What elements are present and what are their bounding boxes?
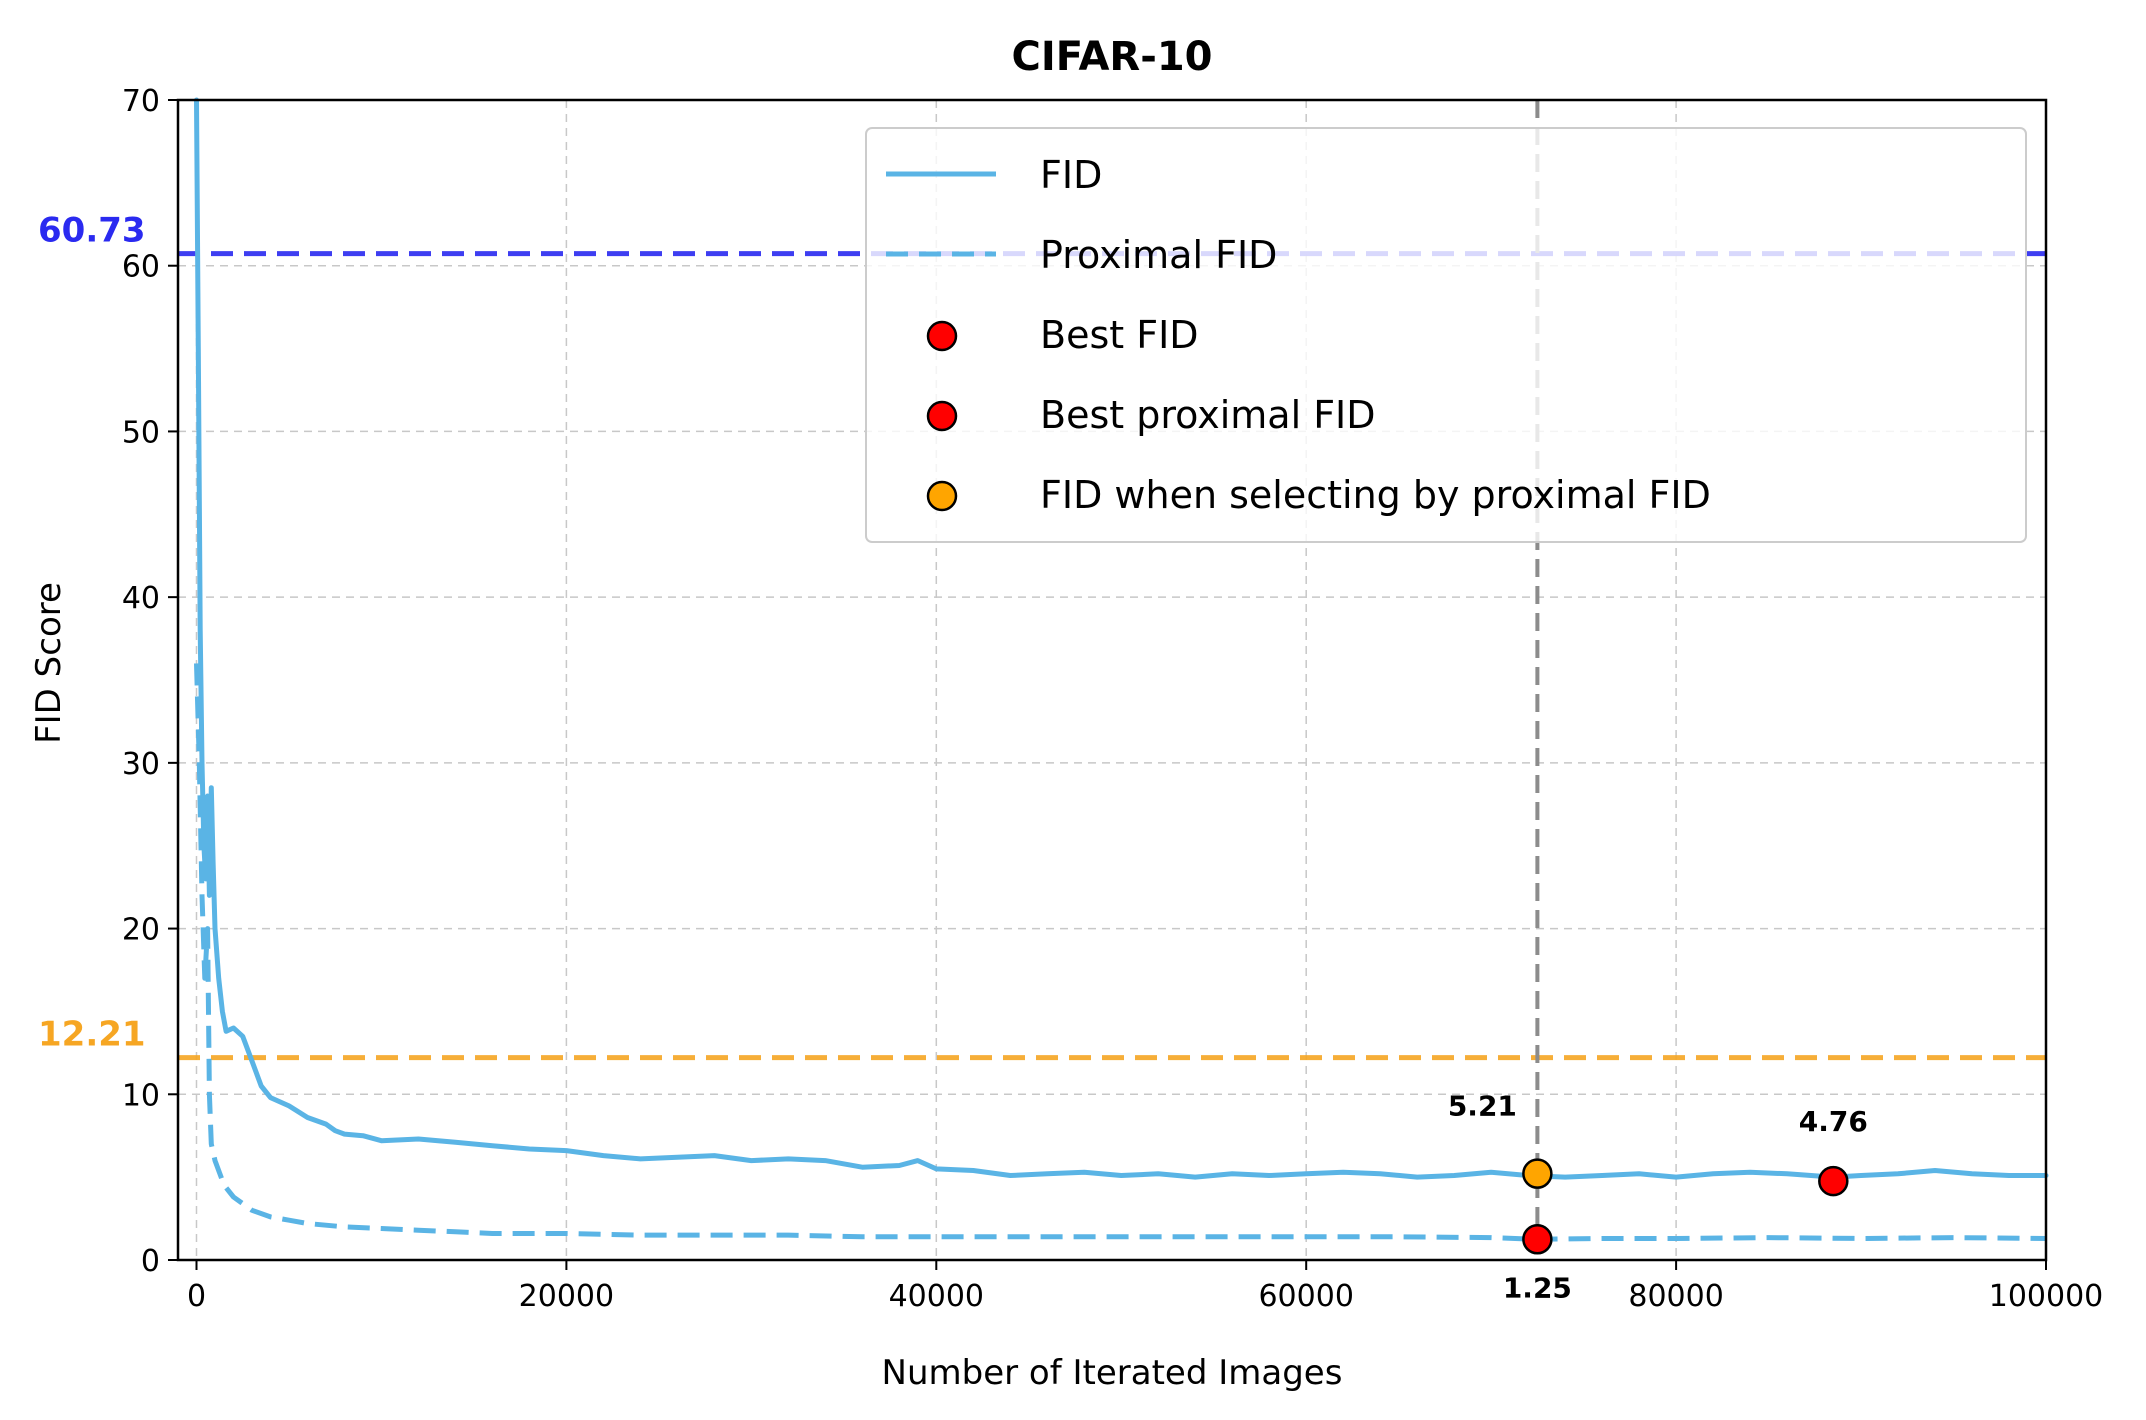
marker-label: 4.76 [1799,1105,1868,1138]
y-axis-label: FID Score [29,582,69,744]
y-tick-label: 10 [122,1078,160,1113]
y-tick-label: 70 [122,84,160,119]
y-tick-label: 20 [122,913,160,948]
legend-entry-label: FID [1040,153,1102,197]
legend-swatch-marker [926,480,958,512]
y-tick-label: 50 [122,415,160,450]
legend-entry-label: FID when selecting by proximal FID [1040,473,1711,517]
x-tick-label: 60000 [1258,1279,1353,1314]
reference-label-60.73: 60.73 [38,211,146,251]
x-tick-label: 40000 [889,1279,984,1314]
marker-point [1522,1224,1553,1255]
reference-label-12.21: 12.21 [38,1015,146,1055]
marker-label: 5.21 [1448,1090,1517,1123]
legend-swatch-marker [926,320,958,352]
series-line-fid [194,97,2049,1180]
marker-label: 1.25 [1503,1271,1572,1304]
x-tick-label: 80000 [1628,1279,1723,1314]
y-tick-label: 0 [141,1244,160,1279]
marker-group: 4.76 1.25 5.21 [1448,1090,1868,1305]
legend-entry-label: Best proximal FID [1040,393,1376,437]
plot-frame [176,98,2048,1262]
legend-box [865,127,2027,543]
legend-entry-label: Best FID [1040,313,1199,357]
axis-ticks: 0 20000 40000 60000 80000 100000 0 10 20 30 40 50 60… [122,84,2103,1314]
y-tick-label: 60 [122,250,160,285]
x-tick-label: 0 [187,1279,206,1314]
marker-point [1522,1158,1553,1189]
marker-point [1818,1165,1849,1197]
series-group [194,97,2049,1242]
legend-entry-label: Proximal FID [1040,233,1277,277]
x-tick-label: 100000 [1989,1279,2104,1314]
legend-swatch-marker [926,400,958,432]
chart-title: CIFAR-10 [1012,34,1213,80]
x-axis-label: Number of Iterated Images [882,1353,1343,1393]
x-tick-label: 20000 [519,1279,614,1314]
legend: FID Proximal FID Best FID Best proximal FID… [865,127,2027,543]
y-tick-label: 40 [122,581,160,616]
series-line-proximal-fid [194,663,2047,1242]
y-tick-label: 30 [122,747,160,782]
